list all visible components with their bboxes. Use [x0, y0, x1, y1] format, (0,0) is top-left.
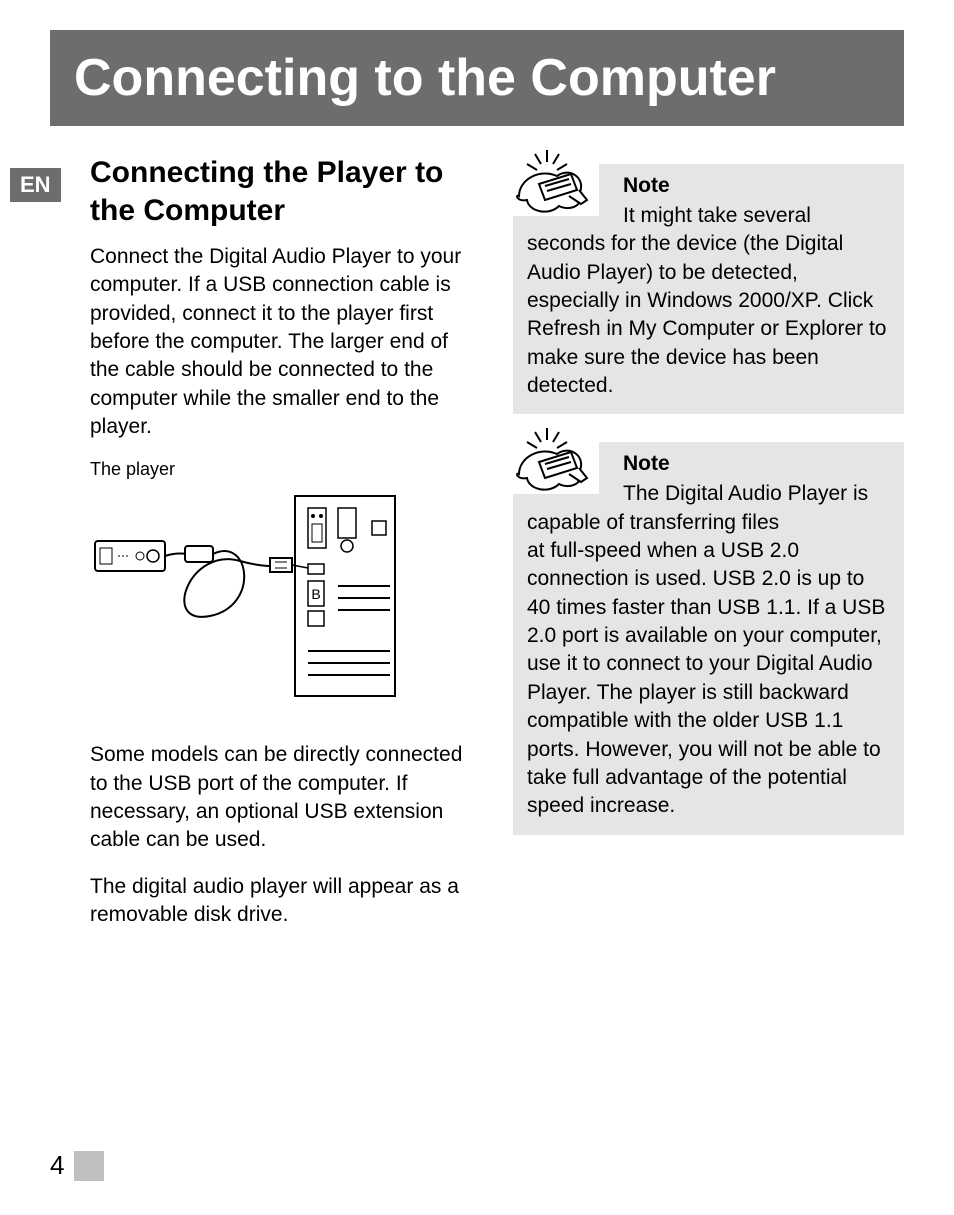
- svg-text:B: B: [311, 586, 320, 602]
- language-badge-text: EN: [20, 172, 51, 197]
- left-column: Connecting the Player to the Computer Co…: [90, 154, 481, 947]
- note-box-1: Note It might take several seconds for t…: [513, 164, 904, 414]
- connection-diagram: B: [90, 486, 481, 711]
- right-column: Note It might take several seconds for t…: [513, 154, 904, 947]
- note-2-label: Note: [623, 452, 890, 476]
- note-icon: [509, 146, 599, 216]
- page-title-banner: Connecting to the Computer: [50, 30, 904, 126]
- page-number: 4: [50, 1150, 64, 1181]
- paragraph-3: The digital audio player will appear as …: [90, 873, 481, 930]
- note-box-2: Note The Digital Audio Player is capable…: [513, 442, 904, 834]
- diagram-caption: The player: [90, 459, 481, 480]
- note-1-label: Note: [623, 174, 890, 198]
- section-heading: Connecting the Player to the Computer: [90, 154, 481, 229]
- note-1-text: It might take several seconds for the de…: [527, 202, 890, 400]
- page-title-text: Connecting to the Computer: [74, 49, 776, 107]
- language-badge: EN: [10, 168, 61, 202]
- content-columns: Connecting the Player to the Computer Co…: [50, 154, 904, 947]
- paragraph-2: Some models can be directly connected to…: [90, 741, 481, 854]
- paragraph-1: Connect the Digital Audio Player to your…: [90, 243, 481, 441]
- page-footer: 4: [50, 1150, 104, 1181]
- page-marker: [74, 1151, 104, 1181]
- note-icon: [509, 424, 599, 494]
- note-2-text-b: at full-speed when a USB 2.0 connection …: [527, 537, 890, 820]
